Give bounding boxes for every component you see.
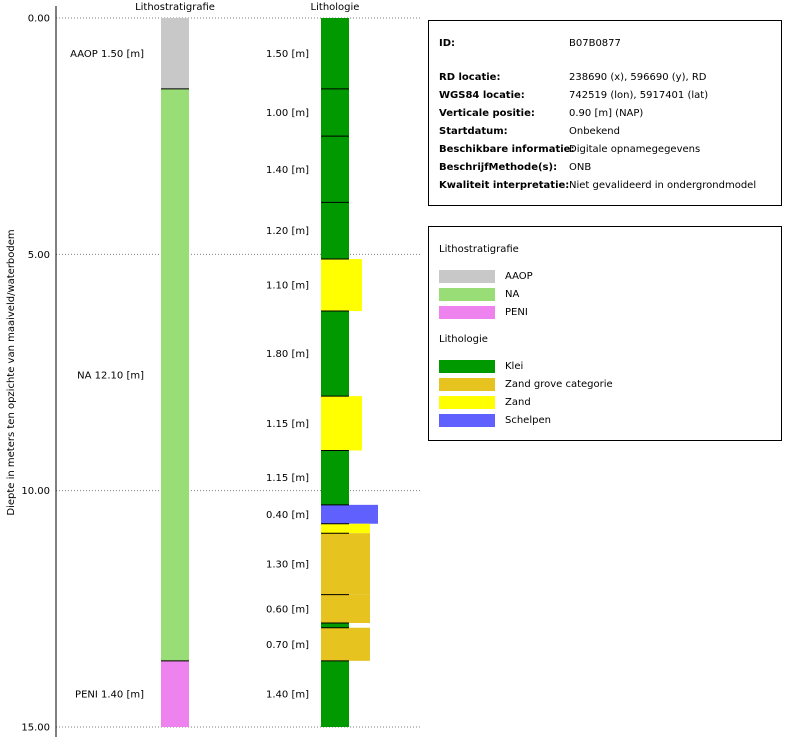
litho-interval-label: 1.15 [m] — [266, 473, 309, 484]
info-value: 0.90 [m] (NAP) — [569, 108, 644, 119]
litho-interval-klei — [321, 202, 349, 260]
info-value: 238690 (x), 596690 (y), RD — [569, 72, 707, 83]
legend-label: PENI — [505, 307, 528, 318]
litho-interval-label: 0.40 [m] — [266, 510, 309, 521]
info-row-verticale-positie: Verticale positie: 0.90 [m] (NAP) — [439, 108, 643, 119]
info-key: Kwaliteit interpretatie: — [439, 180, 570, 191]
litho-interval-label: 1.15 [m] — [266, 419, 309, 430]
borehole-info-panel: ID: B07B0877 RD locatie: 238690 (x), 596… — [428, 20, 782, 206]
strat-interval-label: NA 12.10 [m] — [77, 370, 144, 381]
litho-interval-klei — [321, 136, 349, 203]
info-row-kwaliteit-interpretatie: Kwaliteit interpretatie: Niet gevalideer… — [439, 180, 756, 191]
litho-interval-klei — [321, 88, 349, 137]
info-row-beschrijfmethode: BeschrijfMethode(s): ONB — [439, 162, 591, 173]
legend-label: Zand grove categorie — [505, 379, 613, 390]
litho-interval-label: 1.20 [m] — [266, 226, 309, 237]
litho-interval-zand-grove-categorie — [321, 533, 370, 595]
legend-swatch — [439, 378, 495, 391]
legend-lithostratigrafie-title: Lithostratigrafie — [439, 244, 519, 255]
legend-label: Klei — [505, 361, 524, 372]
litho-interval-zand — [321, 396, 362, 451]
legend-label: NA — [505, 289, 520, 300]
legend-swatch — [439, 414, 495, 427]
litho-interval-klei — [321, 18, 349, 89]
info-row-rd-locatie: RD locatie: 238690 (x), 596690 (y), RD — [439, 72, 707, 83]
legend-item-zand-grove-categorie: Zand grove categorie — [439, 378, 613, 391]
y-axis-title: Diepte in meters ten opzichte van maaive… — [6, 229, 17, 515]
y-tick-label: 0.00 — [28, 14, 50, 25]
litho-interval-zand-grove-categorie — [321, 627, 370, 661]
strat-interval-na — [161, 88, 189, 661]
legend-label: Schelpen — [505, 415, 551, 426]
strat-interval-peni — [161, 660, 189, 727]
legend-swatch — [439, 396, 495, 409]
strat-interval-label: PENI 1.40 [m] — [75, 689, 144, 700]
litho-interval-klei — [321, 311, 349, 397]
info-value: Onbekend — [569, 126, 620, 137]
info-row-wgs84-locatie: WGS84 locatie: 742519 (lon), 5917401 (la… — [439, 90, 708, 101]
y-tick-label: 5.00 — [28, 250, 50, 261]
litho-interval-klei — [321, 450, 349, 505]
litho-interval-label: 1.50 [m] — [266, 49, 309, 60]
litho-interval-label: 1.30 [m] — [266, 559, 309, 570]
legend-swatch — [439, 270, 495, 283]
info-value: Digitale opnamegegevens — [569, 144, 701, 155]
litho-interval-label: 0.60 [m] — [266, 604, 309, 615]
litho-interval-schelpen — [321, 504, 378, 524]
litho-interval-label: 1.10 [m] — [266, 281, 309, 292]
info-key: ID: — [439, 38, 456, 49]
strat-interval-aaop — [161, 18, 189, 89]
legend-item-schelpen: Schelpen — [439, 414, 551, 427]
litho-interval-label: 1.00 [m] — [266, 108, 309, 119]
litho-interval-zand-grove-categorie — [321, 594, 370, 624]
legend-lithologie-title: Lithologie — [439, 334, 488, 345]
legend-item-klei: Klei — [439, 360, 523, 373]
info-value: B07B0877 — [569, 38, 621, 49]
litho-interval-label: 1.80 [m] — [266, 349, 309, 360]
info-key: Beschikbare informatie: — [439, 144, 575, 155]
y-tick-label: 10.00 — [21, 486, 50, 497]
strat-interval-label: AAOP 1.50 [m] — [70, 49, 144, 60]
litho-interval-zand — [321, 259, 362, 312]
info-row-beschikbare-informatie: Beschikbare informatie: Digitale opnameg… — [439, 144, 700, 155]
litho-interval-label: 0.70 [m] — [266, 640, 309, 651]
borehole-chart: 0.00 5.00 10.00 15.00 Diepte in meters ten o… — [6, 2, 420, 737]
legend-label: Zand — [505, 397, 531, 408]
y-tick-label: 15.00 — [21, 723, 50, 734]
info-key: Startdatum: — [439, 126, 508, 137]
litho-interval-label: 1.40 [m] — [266, 689, 309, 700]
litho-interval-klei — [321, 660, 349, 727]
info-key: BeschrijfMethode(s): — [439, 162, 558, 173]
legend-item-peni: PENI — [439, 306, 528, 319]
legend-swatch — [439, 288, 495, 301]
legend-swatch — [439, 306, 495, 319]
legend-panel: Lithostratigrafie AAOP NA PENI Lithologi… — [428, 226, 782, 441]
litho-interval-label: 1.40 [m] — [266, 165, 309, 176]
legend-item-na: NA — [439, 288, 519, 301]
column-title-lithologie: Lithologie — [311, 2, 360, 13]
legend-label: AAOP — [505, 271, 533, 282]
info-value: Niet gevalideerd in ondergrondmodel — [569, 180, 757, 191]
info-key: WGS84 locatie: — [439, 90, 525, 101]
info-row-id: ID: B07B0877 — [439, 38, 621, 49]
legend-swatch — [439, 360, 495, 373]
legend-item-zand: Zand — [439, 396, 531, 409]
info-key: RD locatie: — [439, 72, 501, 83]
info-row-startdatum: Startdatum: Onbekend — [439, 126, 620, 137]
info-value: 742519 (lon), 5917401 (lat) — [569, 90, 709, 101]
litho-interval-klei — [321, 623, 349, 628]
info-value: ONB — [569, 162, 592, 173]
litho-interval-zand — [321, 523, 370, 534]
column-title-lithostratigrafie: Lithostratigrafie — [135, 2, 215, 13]
legend-item-aaop: AAOP — [439, 270, 533, 283]
info-key: Verticale positie: — [439, 108, 535, 119]
